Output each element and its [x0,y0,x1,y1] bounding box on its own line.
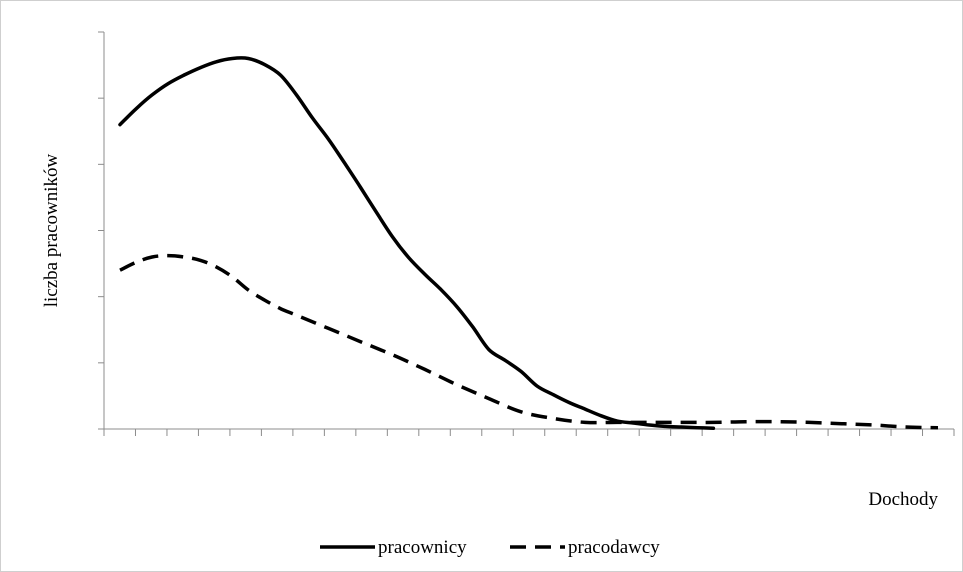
legend: pracownicy pracodawcy [320,537,660,558]
axes [98,31,955,436]
x-axis-label: Dochody [868,489,938,510]
y-axis-label: liczba pracowników [41,153,62,307]
legend-label-pracownicy: pracownicy [378,537,467,558]
legend-label-pracodawcy: pracodawcy [568,537,660,558]
series-layer [118,56,939,431]
y-ticks [98,31,104,430]
x-ticks [103,429,955,436]
series-line-pracodawcy [119,253,939,430]
series-line-pracownicy [118,56,716,431]
